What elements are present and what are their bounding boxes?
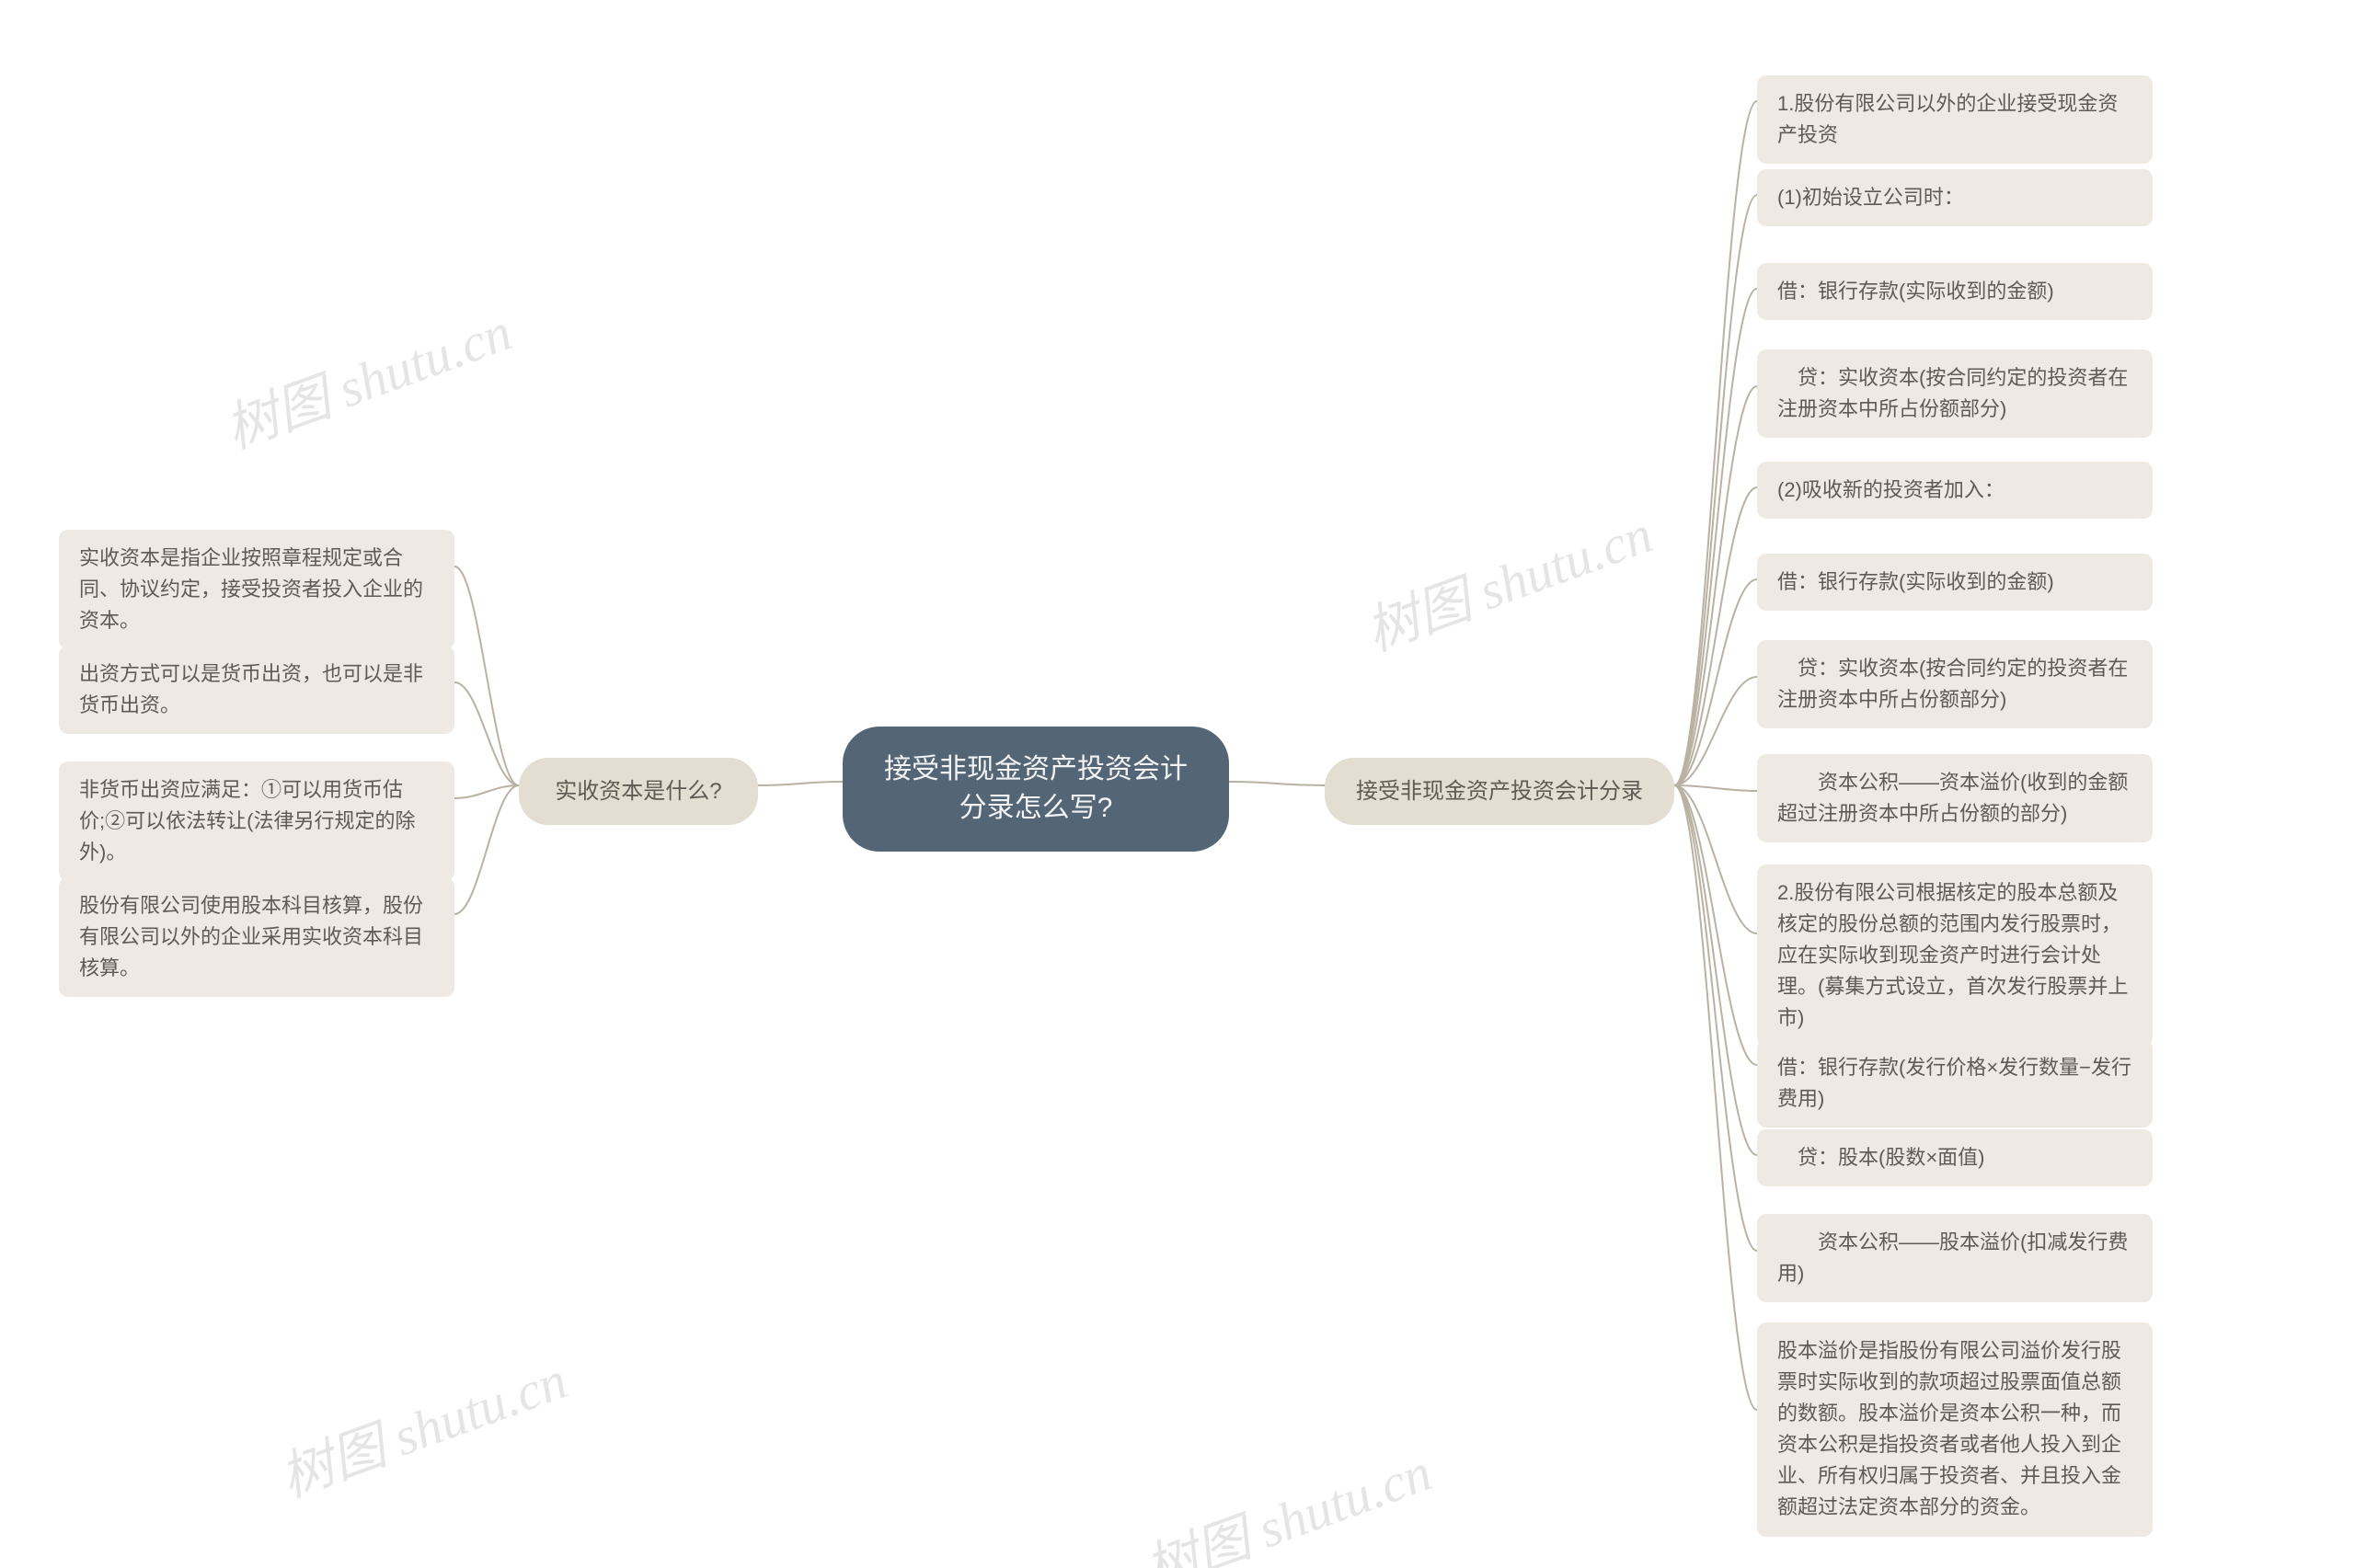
- right-leaf-0-text: 1.股份有限公司以外的企业接受现金资产投资: [1777, 88, 2132, 151]
- right-leaf-1[interactable]: (1)初始设立公司时：: [1757, 169, 2153, 226]
- left-leaf-2[interactable]: 非货币出资应满足：①可以用货币估价;②可以依法转让(法律另行规定的除外)。: [59, 761, 454, 881]
- right-leaf-4[interactable]: (2)吸收新的投资者加入：: [1757, 462, 2153, 519]
- watermark-3: 树图 shutu.cn: [1132, 1429, 1441, 1568]
- right-leaf-2[interactable]: 借：银行存款(实际收到的金额): [1757, 263, 2153, 320]
- root-text: 接受非现金资产投资会计分录怎么写?: [879, 750, 1192, 828]
- right-leaf-12[interactable]: 股本溢价是指股份有限公司溢价发行股票时实际收到的款项超过股票面值总额的数额。股本…: [1757, 1322, 2153, 1537]
- right-leaf-5[interactable]: 借：银行存款(实际收到的金额): [1757, 554, 2153, 611]
- right-leaf-1-text: (1)初始设立公司时：: [1777, 182, 1964, 213]
- watermark-2: 树图 shutu.cn: [268, 1337, 576, 1512]
- right-leaf-10-text: 贷：股本(股数×面值): [1777, 1142, 1985, 1173]
- right-leaf-3-text: 贷：实收资本(按合同约定的投资者在注册资本中所占份额部分): [1777, 362, 2132, 425]
- right-leaf-9-text: 借：银行存款(发行价格×发行数量−发行费用): [1777, 1052, 2132, 1115]
- left-leaf-1[interactable]: 出资方式可以是货币出资，也可以是非货币出资。: [59, 646, 454, 734]
- right-leaf-8-text: 2.股份有限公司根据核定的股本总额及核定的股份总额的范围内发行股票时，应在实际收…: [1777, 877, 2132, 1034]
- right-leaf-4-text: (2)吸收新的投资者加入：: [1777, 475, 2005, 506]
- right-leaf-3[interactable]: 贷：实收资本(按合同约定的投资者在注册资本中所占份额部分): [1757, 349, 2153, 438]
- left-leaf-1-text: 出资方式可以是货币出资，也可以是非货币出资。: [79, 658, 434, 721]
- right-leaf-10[interactable]: 贷：股本(股数×面值): [1757, 1129, 2153, 1186]
- right-leaf-2-text: 借：银行存款(实际收到的金额): [1777, 276, 2054, 307]
- left-branch[interactable]: 实收资本是什么?: [519, 758, 758, 825]
- root-node[interactable]: 接受非现金资产投资会计分录怎么写?: [843, 727, 1229, 852]
- left-leaf-3[interactable]: 股份有限公司使用股本科目核算，股份有限公司以外的企业采用实收资本科目核算。: [59, 877, 454, 997]
- right-leaf-11-text: 资本公积——股本溢价(扣减发行费用): [1777, 1227, 2132, 1289]
- right-leaf-6-text: 贷：实收资本(按合同约定的投资者在注册资本中所占份额部分): [1777, 653, 2132, 715]
- right-leaf-8[interactable]: 2.股份有限公司根据核定的股本总额及核定的股份总额的范围内发行股票时，应在实际收…: [1757, 864, 2153, 1047]
- right-leaf-12-text: 股本溢价是指股份有限公司溢价发行股票时实际收到的款项超过股票面值总额的数额。股本…: [1777, 1335, 2132, 1524]
- right-leaf-9[interactable]: 借：银行存款(发行价格×发行数量−发行费用): [1757, 1039, 2153, 1127]
- left-leaf-0[interactable]: 实收资本是指企业按照章程规定或合同、协议约定，接受投资者投入企业的资本。: [59, 530, 454, 649]
- left-leaf-2-text: 非货币出资应满足：①可以用货币估价;②可以依法转让(法律另行规定的除外)。: [79, 774, 434, 868]
- right-leaf-7[interactable]: 资本公积——资本溢价(收到的金额超过注册资本中所占份额的部分): [1757, 754, 2153, 842]
- right-leaf-0[interactable]: 1.股份有限公司以外的企业接受现金资产投资: [1757, 75, 2153, 164]
- watermark-0: 树图 shutu.cn: [213, 289, 521, 464]
- mindmap-canvas: 接受非现金资产投资会计分录怎么写? 实收资本是什么? 实收资本是指企业按照章程规…: [0, 0, 2355, 1568]
- left-leaf-0-text: 实收资本是指企业按照章程规定或合同、协议约定，接受投资者投入企业的资本。: [79, 543, 434, 636]
- watermark-1: 树图 shutu.cn: [1353, 491, 1661, 666]
- left-branch-label: 实收资本是什么?: [555, 774, 721, 808]
- right-branch[interactable]: 接受非现金资产投资会计分录: [1325, 758, 1674, 825]
- right-leaf-5-text: 借：银行存款(实际收到的金额): [1777, 567, 2054, 598]
- right-leaf-11[interactable]: 资本公积——股本溢价(扣减发行费用): [1757, 1214, 2153, 1302]
- right-leaf-6[interactable]: 贷：实收资本(按合同约定的投资者在注册资本中所占份额部分): [1757, 640, 2153, 728]
- right-leaf-7-text: 资本公积——资本溢价(收到的金额超过注册资本中所占份额的部分): [1777, 767, 2132, 830]
- right-branch-label: 接受非现金资产投资会计分录: [1356, 774, 1643, 808]
- left-leaf-3-text: 股份有限公司使用股本科目核算，股份有限公司以外的企业采用实收资本科目核算。: [79, 890, 434, 984]
